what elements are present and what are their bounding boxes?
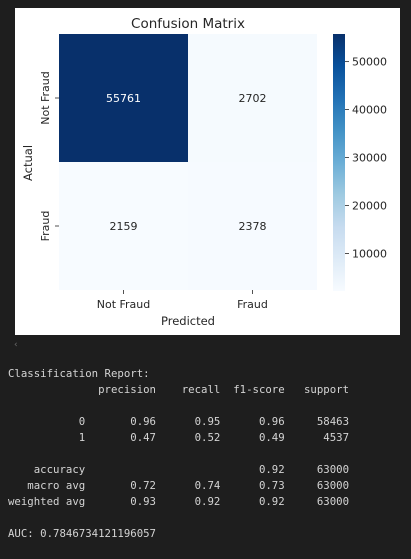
- heatmap-cell: [59, 34, 188, 162]
- x-tick-label: Not Fraud: [97, 298, 151, 311]
- y-tick-label: Fraud: [39, 211, 52, 242]
- confusion-matrix-chart: Confusion Matrix 55761 2702 2159 2378 10000…: [21, 16, 387, 328]
- classification-report-output: Classification Report: precision recall …: [8, 367, 350, 540]
- confusion-matrix-figure: Confusion Matrix 55761 2702 2159 2378 10000…: [15, 8, 400, 335]
- colorbar-tick-label: 40000: [352, 104, 387, 117]
- x-axis-label: Predicted: [161, 314, 215, 328]
- chevron-left-icon[interactable]: ‹: [14, 340, 18, 350]
- y-tick-label: Not Fraud: [39, 71, 52, 125]
- heatmap-cell: [188, 162, 317, 290]
- colorbar-tick-label: 30000: [352, 152, 387, 165]
- colorbar-tick-label: 50000: [352, 56, 387, 69]
- cell-value-label: 2159: [110, 220, 138, 233]
- cell-value-label: 2378: [239, 220, 267, 233]
- heatmap-cell: [59, 162, 188, 290]
- cell-value-label: 55761: [106, 92, 141, 105]
- cell-value-label: 2702: [239, 92, 267, 105]
- y-axis-label: Actual: [21, 145, 35, 181]
- heatmap-cell: [188, 34, 317, 162]
- x-tick-label: Fraud: [237, 298, 268, 311]
- colorbar-tick-label: 10000: [352, 247, 387, 260]
- colorbar: [333, 34, 345, 291]
- chart-title: Confusion Matrix: [131, 16, 245, 32]
- colorbar-tick-label: 20000: [352, 199, 387, 212]
